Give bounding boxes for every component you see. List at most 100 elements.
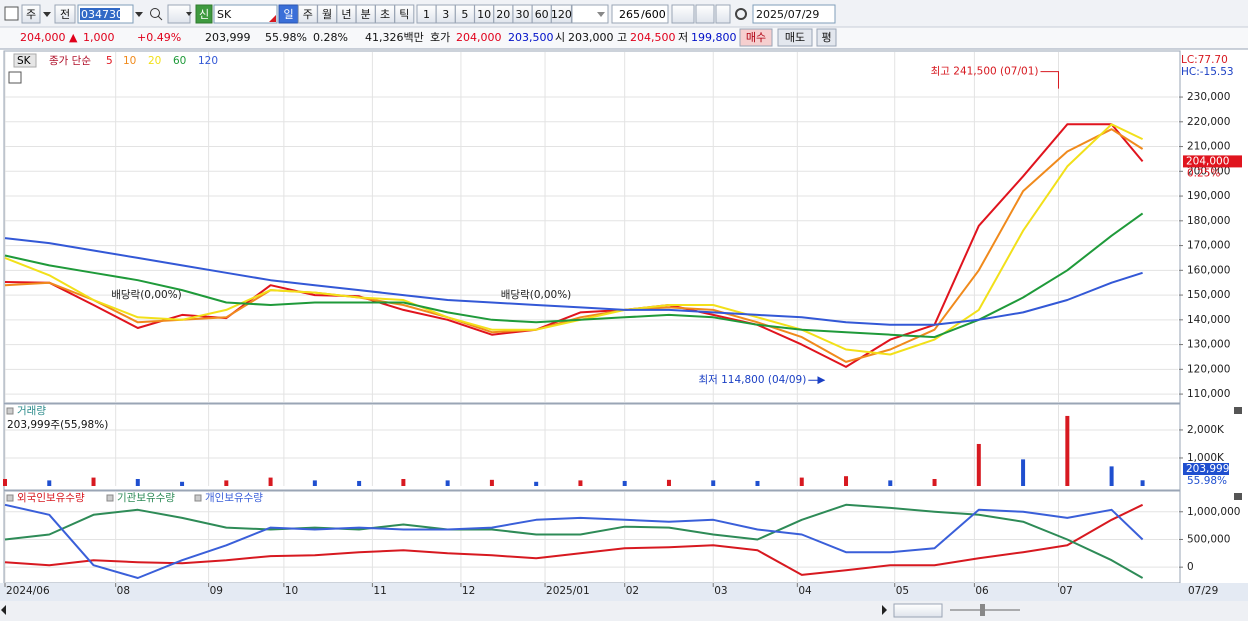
- interval-button[interactable]: 120: [551, 8, 572, 21]
- prev-button-box[interactable]: [54, 4, 76, 24]
- dropdown-arrow[interactable]: [43, 12, 51, 17]
- tool-button[interactable]: [695, 4, 715, 24]
- dropdown-arrow[interactable]: [186, 12, 192, 16]
- quote-bar: [0, 27, 1248, 49]
- y-tick-label: 1,000,000: [1187, 506, 1240, 518]
- y-tick-label: 0: [1187, 561, 1194, 573]
- x-tick-label: 10: [285, 585, 298, 597]
- legend-swatch: [106, 494, 114, 502]
- stock-code[interactable]: 034730: [81, 8, 123, 21]
- interval-button[interactable]: 5: [461, 8, 468, 21]
- volume-bar: [534, 481, 539, 486]
- interval-button[interactable]: 60: [535, 8, 549, 21]
- panel-close[interactable]: [1234, 493, 1242, 500]
- x-tick-label: 02: [626, 585, 639, 597]
- quote-low-label: 저: [678, 31, 688, 44]
- count-box[interactable]: [611, 4, 669, 24]
- y-tick-label: 500,000: [1187, 533, 1230, 545]
- panel-close[interactable]: [1234, 407, 1242, 414]
- y-tick-label: 160,000: [1187, 264, 1230, 276]
- period-button-box[interactable]: [394, 4, 415, 24]
- series-line: [4, 503, 1144, 579]
- table-icon[interactable]: [8, 71, 22, 84]
- scroll-left[interactable]: [1, 605, 6, 615]
- dropdown-arrow[interactable]: [597, 12, 605, 17]
- annotation: 최저 114,800 (04/09): [698, 374, 806, 386]
- prev-button[interactable]: 전: [60, 8, 70, 21]
- settings-icon[interactable]: [735, 8, 747, 20]
- period-button[interactable]: 월: [322, 8, 332, 21]
- chart-type-box[interactable]: [21, 4, 41, 24]
- legend-title: 종가 단순: [49, 55, 91, 67]
- date[interactable]: 2025/07/29: [756, 8, 819, 21]
- avg-button[interactable]: [816, 28, 837, 47]
- buy-label[interactable]: 매수: [746, 31, 766, 44]
- legend-entry: 기관보유수량: [117, 492, 175, 504]
- interval-button[interactable]: 1: [423, 8, 430, 21]
- legend-entry: 외국인보유수량: [17, 492, 85, 504]
- playback-controls[interactable]: [893, 603, 943, 618]
- volume-bar: [711, 480, 716, 486]
- chart-icon[interactable]: [4, 6, 19, 21]
- x-tick-label: 06: [975, 585, 989, 597]
- buy-button[interactable]: [739, 28, 773, 47]
- new-badge[interactable]: 신: [199, 8, 209, 21]
- legend-swatch: [194, 494, 202, 502]
- search-icon[interactable]: [150, 8, 160, 18]
- sell-button[interactable]: [777, 28, 813, 47]
- period-button[interactable]: 초: [380, 8, 390, 21]
- period-button[interactable]: 년: [341, 8, 351, 21]
- period-button[interactable]: 일: [283, 7, 293, 21]
- zoom-thumb[interactable]: [980, 604, 985, 616]
- scroll-right[interactable]: [882, 605, 887, 615]
- legend-swatch: [6, 407, 14, 415]
- volume-bar: [224, 480, 229, 486]
- date-box[interactable]: [752, 4, 836, 24]
- stock-name[interactable]: SK: [217, 8, 232, 21]
- save-button[interactable]: [715, 4, 731, 24]
- volume-bar: [888, 480, 893, 486]
- y-tick-label: 190,000: [1187, 190, 1230, 202]
- dropdown-arrow[interactable]: [135, 12, 143, 17]
- volume-bar: [932, 478, 937, 486]
- stock-name-box[interactable]: [213, 4, 278, 24]
- volume-bar: [312, 480, 317, 486]
- volume-bar: [976, 443, 981, 486]
- volume-bar: [1140, 480, 1145, 486]
- volume-bar: [268, 477, 273, 486]
- x-tick-label: 2024/06: [6, 585, 50, 597]
- interval-button[interactable]: 10: [477, 8, 491, 21]
- last-volume-label: 203,999: [1186, 463, 1229, 475]
- period-button[interactable]: 분: [361, 8, 371, 21]
- sound-button[interactable]: [167, 4, 191, 24]
- x-tick-label: 2025/01: [546, 585, 590, 597]
- volume-bar: [3, 478, 7, 486]
- new-badge-box[interactable]: [195, 4, 213, 24]
- interval-button-box[interactable]: [550, 4, 572, 24]
- y-tick-label: 110,000: [1187, 388, 1230, 400]
- volume-bar: [401, 478, 406, 486]
- interval-button[interactable]: 3: [442, 8, 449, 21]
- avg-label[interactable]: 평: [821, 31, 831, 44]
- interval-button[interactable]: 20: [496, 8, 510, 21]
- count: 265: [619, 8, 640, 21]
- annotation: 배당락(0,00%): [501, 289, 572, 301]
- last-ratio-label: 55.98%: [1187, 475, 1227, 487]
- dropdown[interactable]: [571, 4, 609, 24]
- legend-entry: 10: [123, 55, 136, 67]
- x-tick-label: 08: [117, 585, 130, 597]
- search-icon[interactable]: [157, 15, 163, 21]
- sell-label[interactable]: 매도: [785, 31, 805, 44]
- period-button[interactable]: 틱: [399, 8, 409, 21]
- volume-bar: [1065, 415, 1070, 486]
- chart-type[interactable]: 주: [26, 8, 36, 21]
- scroll-bar: [0, 601, 1248, 621]
- candle-button[interactable]: [671, 4, 695, 24]
- quote-open: 203,000: [568, 31, 614, 44]
- volume-bar: [445, 480, 450, 486]
- volume-bar: [180, 481, 185, 486]
- period-button[interactable]: 주: [303, 8, 313, 21]
- volume-bar: [1021, 459, 1026, 486]
- last-price-label: 204,000: [1186, 155, 1229, 167]
- interval-button[interactable]: 30: [516, 8, 530, 21]
